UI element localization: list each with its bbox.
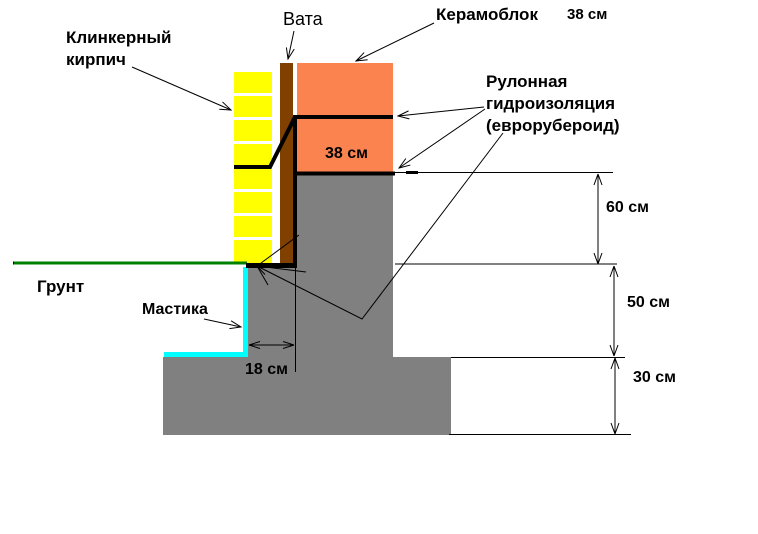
dimension-18cm-arrow [248,341,295,349]
dimension-50cm-arrow [609,265,619,357]
wool-strip [280,63,293,263]
leader-waterproofing-upper [398,106,485,116]
waterproofing-line-upper [234,115,393,169]
leader-arrows [131,22,504,327]
label-ceramic-block: Керамоблок [436,5,538,24]
label-clinker-brick: Клинкерный кирпич [66,28,172,69]
extension-lines [295,171,631,435]
label-wool: Вата [283,9,323,29]
label-block-width-top: 38 см [567,6,608,23]
label-footing-height: 30 см [633,369,676,386]
leader-wool [288,30,294,59]
label-ground: Грунт [37,277,85,296]
label-waterproofing: Рулонная гидроизоляция (еврорубероид) [486,72,620,135]
label-foundation-depth: 50 см [627,294,670,311]
brick-column [234,72,272,263]
leader-mastic [203,318,241,327]
mastic-line [164,267,248,357]
leader-waterproofing-lower [399,108,486,168]
label-mastic: Мастика [142,301,208,318]
dimension-60cm-arrow [593,173,603,265]
label-ledge-width: 18 см [245,361,288,378]
leader-clinker-brick [131,66,231,110]
leader-ceramic-block [356,22,435,61]
leader-waterproofing-corner [257,132,504,320]
label-block-width-inner: 38 см [325,145,368,162]
dimension-30cm-arrow [610,357,620,435]
label-plinth-height: 60 см [606,199,649,216]
waterproofing-lines [234,115,395,268]
foundation-concrete [163,173,451,435]
